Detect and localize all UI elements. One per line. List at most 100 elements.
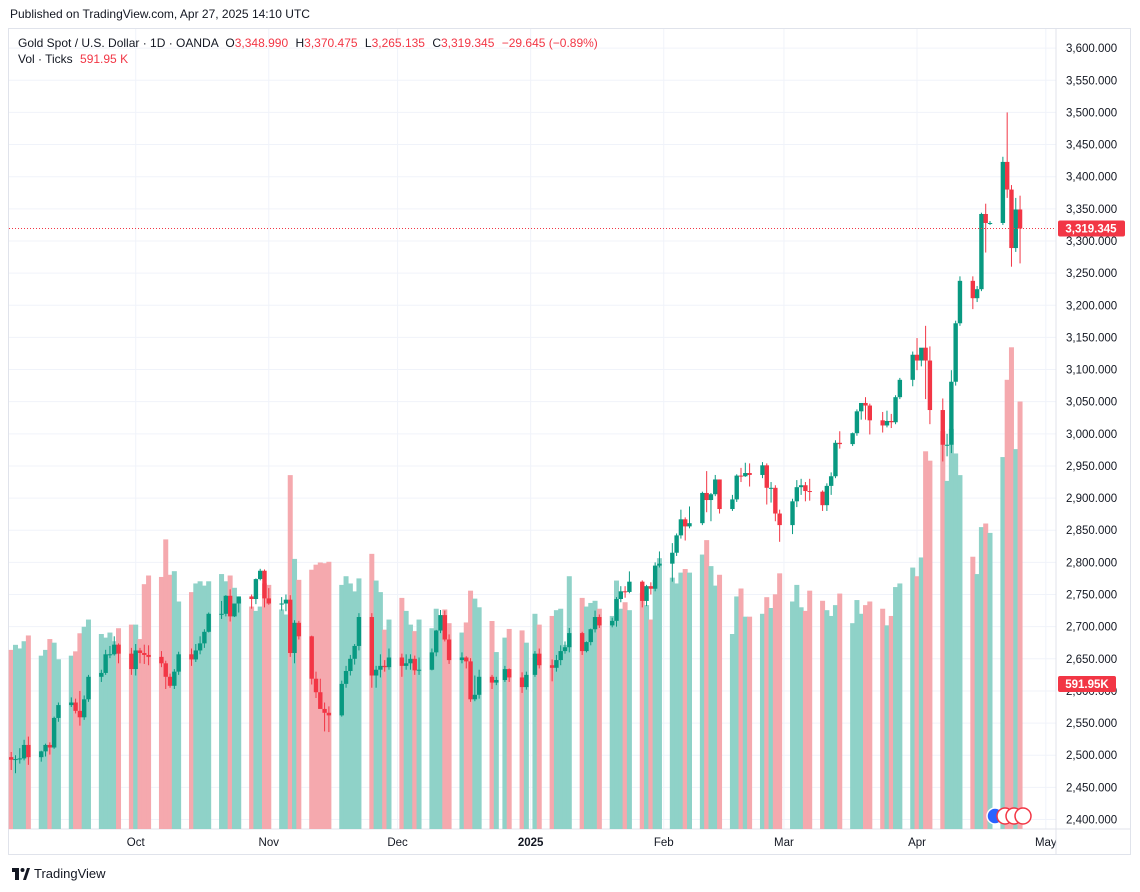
candle-body[interactable] [519, 677, 525, 688]
candle-body[interactable] [343, 671, 349, 684]
candle-body[interactable] [412, 658, 417, 671]
candle-body[interactable] [116, 644, 121, 654]
candle-body[interactable] [326, 712, 332, 716]
candle-body[interactable] [137, 650, 143, 654]
candle-body[interactable] [129, 653, 134, 670]
candle-body[interactable] [949, 381, 954, 445]
candle-body[interactable] [1000, 161, 1006, 223]
candle-body[interactable] [549, 665, 555, 668]
candle-body[interactable] [944, 444, 950, 446]
candle-body[interactable] [81, 699, 87, 718]
candle-body[interactable] [914, 354, 920, 361]
candle-body[interactable] [489, 676, 495, 683]
candle-body[interactable] [197, 643, 203, 651]
candle-body[interactable] [700, 492, 705, 524]
candle-body[interactable] [494, 680, 499, 683]
candle-body[interactable] [674, 535, 679, 553]
candle-body[interactable] [897, 379, 903, 398]
candle-body[interactable] [288, 599, 293, 654]
candle-body[interactable] [56, 705, 61, 718]
candle-body[interactable] [803, 485, 808, 492]
candle-body[interactable] [983, 213, 988, 223]
candle-body[interactable] [687, 523, 692, 527]
candle-body[interactable] [193, 650, 198, 660]
candle-body[interactable] [790, 501, 795, 526]
candle-body[interactable] [558, 651, 563, 661]
candle-body[interactable] [683, 519, 688, 527]
candle-body[interactable] [743, 473, 748, 477]
candle-body[interactable] [850, 433, 855, 445]
candle-body[interactable] [99, 672, 104, 677]
candle-body[interactable] [476, 676, 482, 695]
candle-body[interactable] [537, 653, 542, 666]
candle-body[interactable] [442, 615, 447, 640]
candle-body[interactable] [820, 491, 825, 506]
candle-body[interactable] [77, 710, 83, 718]
candle-body[interactable] [777, 513, 782, 526]
candle-body[interactable] [833, 442, 838, 477]
candle-body[interactable] [73, 702, 78, 711]
candle-body[interactable] [644, 586, 649, 601]
symbol-name[interactable]: Gold Spot / U.S. Dollar · 1D · OANDA [18, 36, 219, 50]
candle-body[interactable] [167, 676, 173, 686]
candle-body[interactable] [910, 354, 915, 380]
candle-body[interactable] [678, 519, 684, 536]
candle-body[interactable] [322, 708, 327, 713]
candle-body[interactable] [339, 683, 344, 716]
candle-body[interactable] [884, 420, 890, 426]
candle-body[interactable] [532, 653, 538, 675]
candle-body[interactable] [429, 652, 435, 670]
candle-body[interactable] [807, 491, 812, 493]
candle-body[interactable] [953, 323, 958, 382]
candle-body[interactable] [760, 465, 765, 475]
candle-body[interactable] [386, 657, 392, 668]
candle-body[interactable] [597, 617, 602, 626]
candle-body[interactable] [824, 485, 830, 506]
candle-body[interactable] [69, 702, 74, 706]
candle-body[interactable] [738, 475, 744, 477]
candle-body[interactable] [399, 657, 405, 666]
candle-body[interactable] [9, 757, 14, 760]
candle-body[interactable] [1009, 189, 1014, 249]
candle-body[interactable] [206, 613, 211, 632]
candle-body[interactable] [142, 653, 147, 655]
candle-body[interactable] [652, 565, 658, 589]
candle-body[interactable] [163, 663, 168, 677]
candle-body[interactable] [940, 410, 945, 445]
candle-body[interactable] [1004, 161, 1010, 190]
candle-body[interactable] [236, 596, 241, 604]
candle-body[interactable] [21, 744, 27, 759]
candle-body[interactable] [403, 663, 409, 666]
candle-body[interactable] [348, 658, 353, 672]
candle-body[interactable] [373, 669, 379, 676]
candle-body[interactable] [309, 636, 314, 679]
candle-body[interactable] [13, 759, 18, 761]
candle-body[interactable] [472, 694, 478, 700]
candle-body[interactable] [768, 487, 774, 489]
candle-body[interactable] [468, 661, 473, 700]
candle-body[interactable] [506, 669, 512, 678]
candle-body[interactable] [176, 654, 181, 672]
candle-body[interactable] [622, 591, 628, 593]
candle-body[interactable] [828, 476, 834, 486]
candle-body[interactable] [957, 280, 963, 324]
candle-body[interactable] [253, 579, 259, 600]
candle-body[interactable] [627, 581, 632, 592]
candle-body[interactable] [657, 563, 662, 566]
candle-body[interactable] [987, 222, 993, 224]
candle-body[interactable] [747, 473, 752, 475]
candle-body[interactable] [708, 494, 714, 501]
candle-body[interactable] [562, 647, 568, 652]
candle-body[interactable] [369, 617, 375, 676]
candle-body[interactable] [670, 552, 675, 564]
candle-body[interactable] [172, 671, 177, 686]
candle-body[interactable] [352, 645, 357, 659]
candle-body[interactable] [416, 669, 422, 671]
candle-body[interactable] [249, 596, 254, 600]
candle-body[interactable] [464, 657, 469, 662]
candle-body[interactable] [438, 615, 443, 631]
candle-body[interactable] [979, 213, 984, 290]
candle-body[interactable] [579, 633, 585, 652]
candle-body[interactable] [47, 744, 53, 748]
